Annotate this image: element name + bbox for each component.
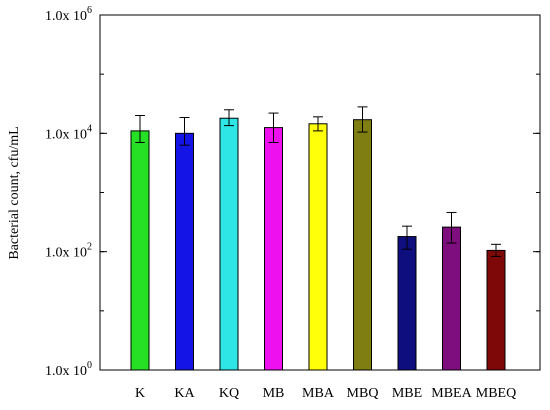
- bar-mb: [264, 127, 283, 371]
- bar-mbea: [442, 226, 461, 371]
- x-tick-label: MB: [263, 386, 285, 401]
- bar-ka: [175, 132, 194, 371]
- y-tick-mantissa: 1.0x 10: [45, 9, 87, 24]
- x-axis-category-labels: K KA KQ MB MBA MBQ MBE MBEA MBEQ: [135, 386, 516, 401]
- y-tick-exponent: 2: [87, 242, 92, 253]
- bar-mbe: [397, 236, 417, 371]
- error-bars: [135, 106, 501, 257]
- y-tick-label: 1.0x 100: [45, 360, 92, 379]
- y-tick-label: 1.0x 106: [45, 5, 92, 24]
- y-axis-title: Bacterial count, cfu/mL: [7, 126, 22, 259]
- x-tick-label: K: [135, 386, 145, 401]
- x-tick-label: MBE: [392, 386, 422, 401]
- y-tick-label: 1.0x 102: [45, 242, 92, 261]
- bar-series: [130, 117, 506, 371]
- bar-mba: [308, 123, 328, 371]
- y-tick-exponent: 0: [87, 360, 92, 371]
- bar-mbq: [353, 119, 372, 371]
- y-tick-exponent: 6: [87, 5, 92, 16]
- y-tick-mantissa: 1.0x 10: [45, 246, 87, 261]
- y-tick-mantissa: 1.0x 10: [45, 364, 87, 379]
- x-tick-label: KQ: [219, 386, 239, 401]
- x-tick-label: MBEQ: [476, 386, 516, 401]
- bar-kq: [219, 117, 239, 371]
- y-tick-label: 1.0x 104: [45, 123, 92, 142]
- y-tick-mantissa: 1.0x 10: [45, 127, 87, 142]
- x-tick-label: MBA: [302, 386, 335, 401]
- bar-mbeq: [486, 249, 506, 371]
- y-tick-exponent: 4: [87, 123, 92, 134]
- x-tick-label: KA: [174, 386, 195, 401]
- x-tick-label: MBEA: [431, 386, 472, 401]
- x-tick-label: MBQ: [347, 386, 379, 401]
- bar-k: [130, 130, 150, 371]
